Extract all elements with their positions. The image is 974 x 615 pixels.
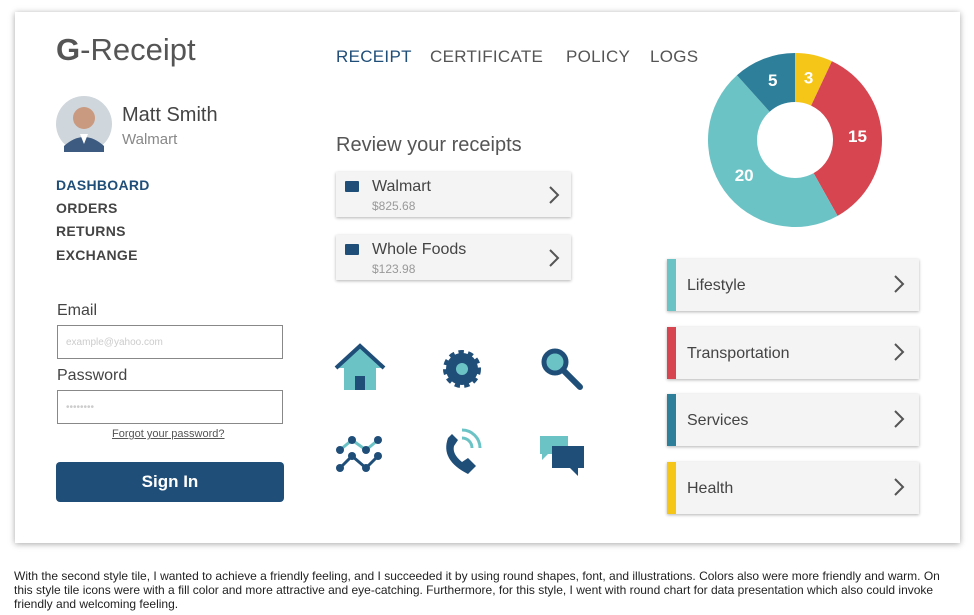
password-label: Password (57, 367, 128, 384)
avatar (56, 96, 112, 152)
home-icon (334, 343, 386, 390)
menu-item[interactable]: ORDERS (56, 200, 118, 216)
donut-chart: 3 15 20 5 (708, 53, 882, 227)
value-label: 20 (735, 166, 754, 185)
nav-item[interactable]: CERTIFICATE (430, 47, 544, 66)
chevron (549, 249, 560, 267)
nav-item[interactable]: POLICY (566, 47, 631, 66)
chevron (894, 410, 905, 428)
category-tile[interactable] (667, 259, 919, 311)
receipt-store: Walmart (372, 178, 431, 195)
category-color-bar (667, 259, 676, 311)
logo: G-Receipt (56, 32, 196, 68)
chart-icon (336, 436, 382, 472)
section-title: Review your receipts (336, 134, 522, 156)
menu-item[interactable]: EXCHANGE (56, 247, 138, 263)
receipt-amount: $825.68 (372, 199, 416, 213)
receipt-amount: $123.98 (372, 262, 416, 276)
donut-segment (795, 53, 832, 106)
receipt-store: Whole Foods (372, 241, 467, 258)
password-input[interactable]: •••••••• (57, 390, 283, 424)
chevron (894, 342, 905, 361)
donut-segment (736, 53, 795, 112)
chevron (894, 477, 905, 496)
donut-segment (811, 61, 882, 216)
menu-item[interactable]: DASHBOARD (56, 177, 150, 193)
category-tile[interactable] (667, 461, 919, 514)
category-label: Lifestyle (687, 277, 746, 294)
value-label: 15 (848, 127, 867, 146)
value-label: 3 (804, 68, 813, 87)
category-label: Services (687, 412, 749, 429)
search-icon (541, 348, 583, 390)
value-label: 5 (768, 71, 777, 90)
folder-icon (345, 244, 359, 255)
category-label: Health (687, 479, 734, 497)
category-tile[interactable] (667, 394, 919, 446)
caption: With the second style tile, I wanted to … (14, 569, 940, 611)
email-label: Email (57, 302, 98, 319)
chat-icon (540, 436, 584, 476)
nav-item[interactable]: LOGS (650, 47, 699, 66)
category-color-bar (667, 461, 676, 514)
receipt-tile[interactable] (336, 235, 571, 280)
gear-icon (443, 350, 481, 388)
category-tile[interactable] (667, 326, 919, 379)
phone-icon (446, 428, 482, 474)
email-input[interactable]: example@yahoo.com (57, 325, 283, 359)
logo-text: -Receipt (80, 32, 196, 67)
sign-in-button[interactable]: Sign In (56, 462, 284, 502)
user-company: Walmart (122, 131, 178, 148)
icon-grid (334, 343, 584, 476)
chevron (549, 186, 560, 204)
forgot-link[interactable]: Forgot your password? (112, 428, 225, 440)
receipt-tile[interactable] (336, 172, 571, 217)
nav-item[interactable]: RECEIPT (336, 47, 412, 66)
category-color-bar (667, 394, 676, 446)
user-name: Matt Smith (122, 104, 218, 126)
chevron (894, 275, 905, 293)
folder-icon (345, 181, 359, 192)
donut-segment (708, 75, 838, 227)
category-color-bar (667, 326, 676, 379)
category-label: Transportation (687, 344, 790, 362)
logo-mark: G (56, 32, 81, 67)
menu-item[interactable]: RETURNS (56, 223, 126, 239)
